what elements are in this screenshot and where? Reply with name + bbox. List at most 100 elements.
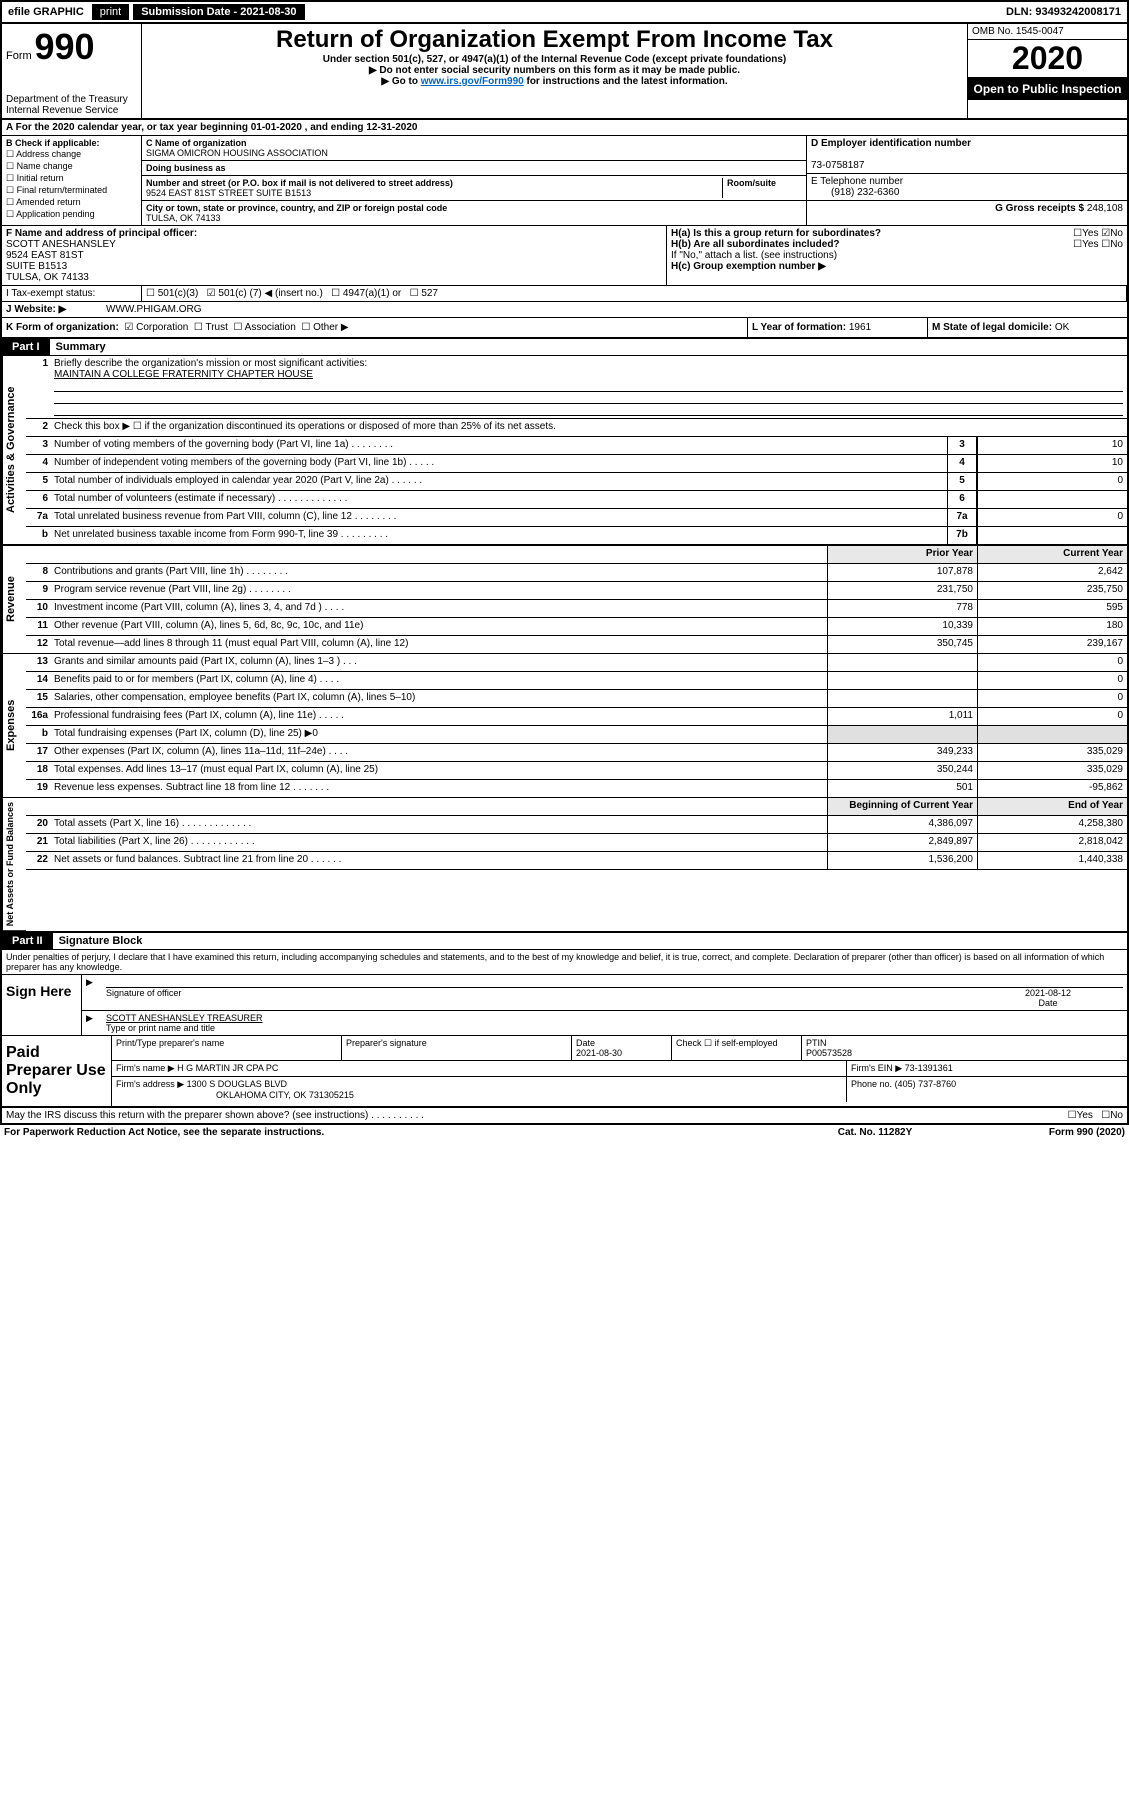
col-b-hdr: B Check if applicable: <box>6 138 137 148</box>
m-val: OK <box>1055 322 1069 333</box>
q1: Briefly describe the organization's miss… <box>54 358 367 369</box>
section-bcde: B Check if applicable: ☐ Address change … <box>0 136 1129 226</box>
prior-hdr: Prior Year <box>827 546 977 563</box>
j-lbl: J Website: ▶ <box>6 304 106 315</box>
netassets-section: Net Assets or Fund Balances Beginning of… <box>0 798 1129 933</box>
summary-line: 6Total number of volunteers (estimate if… <box>26 491 1127 509</box>
part1-header: Part I Summary <box>0 339 1129 356</box>
vtab-net: Net Assets or Fund Balances <box>2 798 26 931</box>
part2-title: Signature Block <box>53 933 149 949</box>
officer-name: SCOTT ANESHANSLEY <box>6 239 116 250</box>
discuss-lbl: May the IRS discuss this return with the… <box>6 1110 1068 1121</box>
net-line: 21Total liabilities (Part X, line 26) . … <box>26 834 1127 852</box>
city-val: TULSA, OK 74133 <box>146 213 221 223</box>
header-mid: Return of Organization Exempt From Incom… <box>142 24 967 118</box>
prep-row1: Print/Type preparer's name Preparer's si… <box>112 1036 1127 1061</box>
revenue-line: 8Contributions and grants (Part VIII, li… <box>26 564 1127 582</box>
phone-block: E Telephone number (918) 232-6360 <box>807 174 1127 201</box>
summary-line: 5Total number of individuals employed in… <box>26 473 1127 491</box>
sign-here-block: Sign Here ▶ Signature of officer 2021-08… <box>0 975 1129 1036</box>
dept-label: Department of the Treasury Internal Reve… <box>6 94 137 116</box>
form-subtitle: Under section 501(c), 527, or 4947(a)(1)… <box>146 54 963 65</box>
py-cy-header: Prior Year Current Year <box>26 546 1127 564</box>
org-name: SIGMA OMICRON HOUSING ASSOCIATION <box>146 148 328 158</box>
bcy-hdr: Beginning of Current Year <box>827 798 977 815</box>
f-lbl: F Name and address of principal officer: <box>6 228 197 239</box>
vtab-revenue: Revenue <box>2 546 26 654</box>
phone-val: (918) 232-6360 <box>811 187 899 198</box>
chk-pending[interactable]: ☐ Application pending <box>6 209 137 220</box>
instr2-pre: ▶ Go to <box>381 76 420 87</box>
print-button[interactable]: print <box>92 4 129 20</box>
form-bottom: Form 990 (2020) <box>975 1127 1125 1138</box>
expense-line: 13Grants and similar amounts paid (Part … <box>26 654 1127 672</box>
part2-header: Part II Signature Block <box>0 933 1129 950</box>
l-val: 1961 <box>849 322 871 333</box>
efile-label: efile GRAPHIC <box>2 4 90 20</box>
revenue-line: 12Total revenue—add lines 8 through 11 (… <box>26 636 1127 654</box>
tax-year: 2020 <box>968 40 1127 78</box>
ein-val: 73-0758187 <box>811 160 864 171</box>
paperwork: For Paperwork Reduction Act Notice, see … <box>4 1127 775 1138</box>
omb-number: OMB No. 1545-0047 <box>968 24 1127 40</box>
form-org-row: K Form of organization: ☑ Corporation ☐ … <box>0 318 1129 339</box>
city-block: City or town, state or province, country… <box>142 201 806 225</box>
col-b-checkboxes: B Check if applicable: ☐ Address change … <box>2 136 142 225</box>
chk-amended[interactable]: ☐ Amended return <box>6 197 137 208</box>
i-lbl: I Tax-exempt status: <box>2 286 142 301</box>
officer-addr2: SUITE B1513 <box>6 261 67 272</box>
hb-lbl: H(b) Are all subordinates included? <box>671 239 840 250</box>
expense-line: 18Total expenses. Add lines 13–17 (must … <box>26 762 1127 780</box>
chk-final[interactable]: ☐ Final return/terminated <box>6 185 137 196</box>
k-block: K Form of organization: ☑ Corporation ☐ … <box>2 318 747 337</box>
m-block: M State of legal domicile: OK <box>927 318 1127 337</box>
form-title: Return of Organization Exempt From Incom… <box>146 26 963 54</box>
dba-lbl: Doing business as <box>146 163 226 173</box>
topbar: efile GRAPHIC print Submission Date - 20… <box>0 0 1129 24</box>
revenue-line: 10Investment income (Part VIII, column (… <box>26 600 1127 618</box>
name-lbl: C Name of organization <box>146 138 247 148</box>
receipts-block: G Gross receipts $ 248,108 <box>807 201 1127 216</box>
d-lbl: D Employer identification number <box>811 138 971 149</box>
q1-val: MAINTAIN A COLLEGE FRATERNITY CHAPTER HO… <box>54 369 313 380</box>
q2: Check this box ▶ ☐ if the organization d… <box>50 419 1127 436</box>
h-block: H(a) Is this a group return for subordin… <box>667 226 1127 285</box>
chk-initial[interactable]: ☐ Initial return <box>6 173 137 184</box>
submission-date: Submission Date - 2021-08-30 <box>133 4 304 20</box>
instr1: ▶ Do not enter social security numbers o… <box>146 65 963 76</box>
officer-row: F Name and address of principal officer:… <box>0 226 1129 286</box>
header-left: Form 990 Department of the Treasury Inte… <box>2 24 142 118</box>
header-right: OMB No. 1545-0047 2020 Open to Public In… <box>967 24 1127 118</box>
expenses-section: Expenses 13Grants and similar amounts pa… <box>0 654 1129 798</box>
ha-lbl: H(a) Is this a group return for subordin… <box>671 228 881 239</box>
row-a-period: A For the 2020 calendar year, or tax yea… <box>0 120 1129 136</box>
expense-line: bTotal fundraising expenses (Part IX, co… <box>26 726 1127 744</box>
website-val: WWW.PHIGAM.ORG <box>106 304 202 315</box>
tax-opts: ☐ 501(c)(3) ☑ 501(c) (7) ◀ (insert no.) … <box>142 286 1127 301</box>
sig-line-2: ▶ SCOTT ANESHANSLEY TREASURER Type or pr… <box>82 1011 1127 1035</box>
city-lbl: City or town, state or province, country… <box>146 203 447 213</box>
l-lbl: L Year of formation: <box>752 322 846 333</box>
addr-val: 9524 EAST 81ST STREET SUITE B1513 <box>146 188 311 198</box>
officer-block: F Name and address of principal officer:… <box>2 226 667 285</box>
hc-lbl: H(c) Group exemption number ▶ <box>671 261 1123 272</box>
summary-line: bNet unrelated business taxable income f… <box>26 527 1127 545</box>
summary-line: 7aTotal unrelated business revenue from … <box>26 509 1127 527</box>
line-2: 2 Check this box ▶ ☐ if the organization… <box>26 419 1127 437</box>
form990-link[interactable]: www.irs.gov/Form990 <box>421 76 524 87</box>
activities-section: Activities & Governance 1 Briefly descri… <box>0 356 1129 545</box>
revenue-line: 11Other revenue (Part VIII, column (A), … <box>26 618 1127 636</box>
sign-here-lbl: Sign Here <box>2 975 82 1035</box>
revenue-section: Revenue Prior Year Current Year 8Contrib… <box>0 545 1129 654</box>
addr-lbl: Number and street (or P.O. box if mail i… <box>146 178 453 188</box>
org-name-block: C Name of organization SIGMA OMICRON HOU… <box>142 136 806 161</box>
current-hdr: Current Year <box>977 546 1127 563</box>
sig-line-1: ▶ Signature of officer 2021-08-12Date <box>82 975 1127 1011</box>
g-lbl: G Gross receipts $ <box>995 203 1084 214</box>
prep-row2: Firm's name ▶ H G MARTIN JR CPA PC Firm'… <box>112 1061 1127 1077</box>
m-lbl: M State of legal domicile: <box>932 322 1052 333</box>
chk-address[interactable]: ☐ Address change <box>6 149 137 160</box>
col-de: D Employer identification number 73-0758… <box>807 136 1127 225</box>
declaration: Under penalties of perjury, I declare th… <box>0 950 1129 975</box>
chk-name[interactable]: ☐ Name change <box>6 161 137 172</box>
